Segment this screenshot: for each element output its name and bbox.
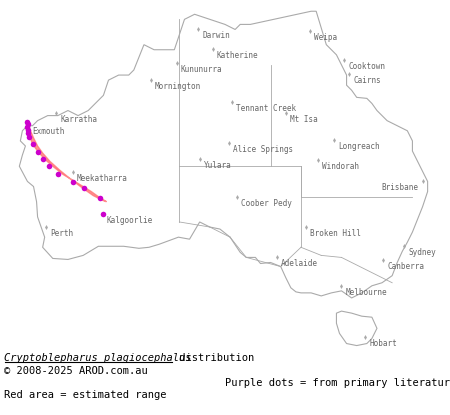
Text: distribution: distribution (173, 353, 255, 363)
Text: Yulara: Yulara (203, 161, 231, 170)
Text: Cairns: Cairns (353, 76, 381, 85)
Text: Brisbane: Brisbane (382, 183, 418, 192)
Text: Kalgoorlie: Kalgoorlie (107, 216, 153, 225)
Text: Katherine: Katherine (216, 51, 258, 61)
Text: Coober Pedy: Coober Pedy (241, 199, 292, 208)
Polygon shape (337, 311, 377, 346)
Text: Alice Springs: Alice Springs (233, 145, 293, 154)
Text: Darwin: Darwin (202, 31, 230, 40)
Text: Red area = estimated range: Red area = estimated range (4, 391, 167, 400)
Text: Canberra: Canberra (387, 262, 424, 271)
Text: Karratha: Karratha (60, 115, 97, 124)
Text: Sydney: Sydney (409, 248, 436, 257)
Text: Adelaide: Adelaide (281, 259, 318, 268)
Text: © 2008-2025 AROD.com.au: © 2008-2025 AROD.com.au (4, 366, 148, 376)
Text: Exmouth: Exmouth (33, 127, 65, 136)
Text: Melbourne: Melbourne (345, 288, 387, 297)
Text: Hobart: Hobart (369, 339, 397, 348)
Text: Cooktown: Cooktown (348, 61, 385, 71)
Polygon shape (19, 11, 428, 298)
Text: Meekatharra: Meekatharra (77, 174, 128, 183)
Text: Cryptoblepharus plagiocephalus: Cryptoblepharus plagiocephalus (4, 353, 192, 363)
Text: Perth: Perth (50, 229, 73, 237)
Text: Mt Isa: Mt Isa (290, 115, 318, 124)
Text: Windorah: Windorah (322, 163, 359, 171)
Text: Broken Hill: Broken Hill (310, 229, 360, 237)
Text: Weipa: Weipa (314, 33, 337, 42)
Text: Mornington: Mornington (155, 82, 201, 91)
Text: Longreach: Longreach (338, 142, 380, 151)
Text: Kununurra: Kununurra (181, 65, 222, 73)
Text: Purple dots = from primary literature: Purple dots = from primary literature (225, 378, 450, 388)
Text: Tennant Creek: Tennant Creek (236, 104, 296, 113)
Polygon shape (26, 121, 107, 202)
